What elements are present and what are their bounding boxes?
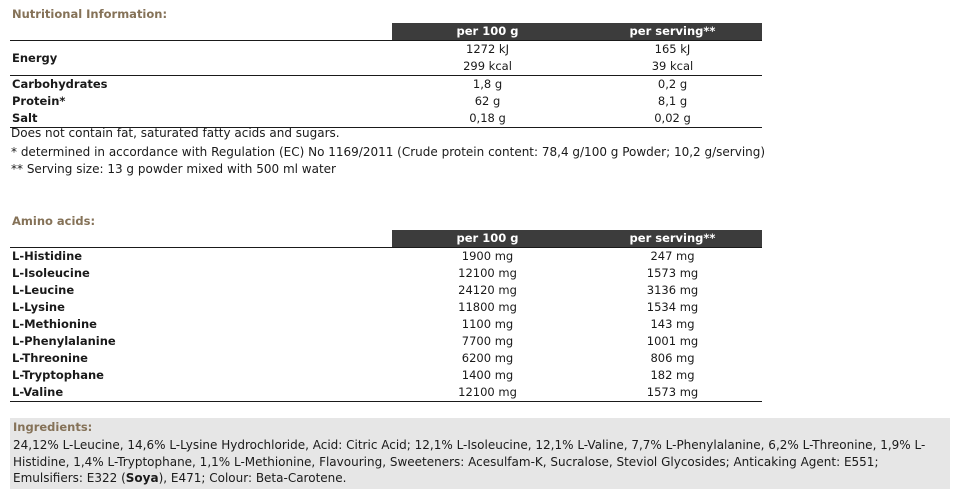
nutrient-per100: 62 g (474, 94, 501, 108)
amino-serving: 1001 mg (646, 334, 699, 348)
amino-label: L-Methionine (12, 317, 97, 331)
table-row: L-Phenylalanine 7700 mg 1001 mg (10, 333, 762, 350)
amino-title: Amino acids: (12, 214, 96, 228)
amino-label: L-Tryptophane (12, 368, 104, 382)
table-row: L-Methionine 1100 mg 143 mg (10, 316, 762, 333)
nutrition-title: Nutritional Information: (12, 7, 168, 21)
amino-label: L-Threonine (12, 351, 88, 365)
nutrition-header-serving: per serving** (581, 23, 762, 41)
energy-kcal-serving: 39 kcal (581, 58, 762, 76)
amino-label: L-Leucine (12, 283, 75, 297)
ingredients-title: Ingredients: (13, 420, 93, 434)
energy-kj-serving: 165 kJ (581, 40, 762, 58)
amino-serving: 1534 mg (646, 300, 699, 314)
amino-per100: 1900 mg (392, 247, 581, 265)
ingredients-allergen: Soya (125, 471, 159, 485)
amino-per100: 12100 mg (392, 384, 581, 402)
amino-serving: 1573 mg (646, 266, 699, 280)
amino-header-serving: per serving** (581, 230, 762, 248)
ingredients-text-before: 24,12% L-Leucine, 14,6% L-Lysine Hydroch… (13, 438, 926, 485)
ingredients-box: Ingredients: 24,12% L-Leucine, 14,6% L-L… (10, 418, 950, 489)
amino-serving: 3136 mg (646, 283, 699, 297)
nutrient-per100: 0,18 g (392, 110, 581, 128)
nutrient-serving: 0,2 g (657, 77, 688, 91)
nutrient-serving: 8,1 g (657, 94, 688, 108)
amino-serving: 182 mg (650, 368, 695, 382)
table-row: L-Valine 12100 mg 1573 mg (10, 384, 762, 402)
amino-header-per100: per 100 g (392, 230, 581, 248)
amino-serving: 143 mg (650, 317, 695, 331)
energy-kcal-per100: 299 kcal (392, 58, 581, 76)
ingredients-text: 24,12% L-Leucine, 14,6% L-Lysine Hydroch… (13, 437, 943, 487)
amino-serving: 247 mg (581, 247, 762, 265)
amino-per100: 1100 mg (461, 317, 514, 331)
amino-label: L-Histidine (10, 247, 392, 265)
amino-label: L-Isoleucine (12, 266, 90, 280)
amino-per100: 1400 mg (461, 368, 514, 382)
amino-per100: 12100 mg (458, 266, 517, 280)
table-row: L-Isoleucine 12100 mg 1573 mg (10, 265, 762, 282)
table-row: L-Histidine 1900 mg 247 mg (10, 247, 762, 265)
amino-serving: 806 mg (650, 351, 695, 365)
table-row: L-Lysine 11800 mg 1534 mg (10, 299, 762, 316)
table-row: L-Tryptophane 1400 mg 182 mg (10, 367, 762, 384)
nutrient-serving: 0,02 g (581, 110, 762, 128)
nutrient-per100: 1,8 g (472, 77, 503, 91)
table-row: Carbohydrates 1,8 g 0,2 g (10, 76, 762, 94)
amino-label: L-Phenylalanine (12, 334, 116, 348)
note-protein: * determined in accordance with Regulati… (11, 145, 766, 159)
nutrient-label: Salt (10, 110, 392, 128)
nutrient-label: Carbohydrates (12, 77, 108, 91)
amino-per100: 24120 mg (458, 283, 517, 297)
amino-table: per 100 g per serving** L-Histidine 1900… (10, 230, 762, 402)
energy-label: Energy (10, 40, 392, 76)
table-row: Salt 0,18 g 0,02 g (10, 110, 762, 128)
amino-per100: 7700 mg (461, 334, 514, 348)
amino-label: L-Lysine (12, 300, 65, 314)
note-no-fat: Does not contain fat, saturated fatty ac… (11, 126, 340, 140)
table-row: L-Threonine 6200 mg 806 mg (10, 350, 762, 367)
note-serving-size: ** Serving size: 13 g powder mixed with … (11, 162, 336, 176)
table-row: L-Leucine 24120 mg 3136 mg (10, 282, 762, 299)
nutrition-table: per 100 g per serving** Energy 1272 kJ 1… (10, 23, 762, 128)
amino-serving: 1573 mg (581, 384, 762, 402)
table-row: Protein* 62 g 8,1 g (10, 93, 762, 110)
energy-kj-per100: 1272 kJ (392, 40, 581, 58)
nutrition-header-per100: per 100 g (392, 23, 581, 41)
amino-per100: 6200 mg (461, 351, 514, 365)
nutrient-label: Protein* (12, 94, 66, 108)
ingredients-text-after: ), E471; Colour: Beta-Carotene. (158, 471, 347, 485)
amino-per100: 11800 mg (458, 300, 517, 314)
amino-label: L-Valine (10, 384, 392, 402)
